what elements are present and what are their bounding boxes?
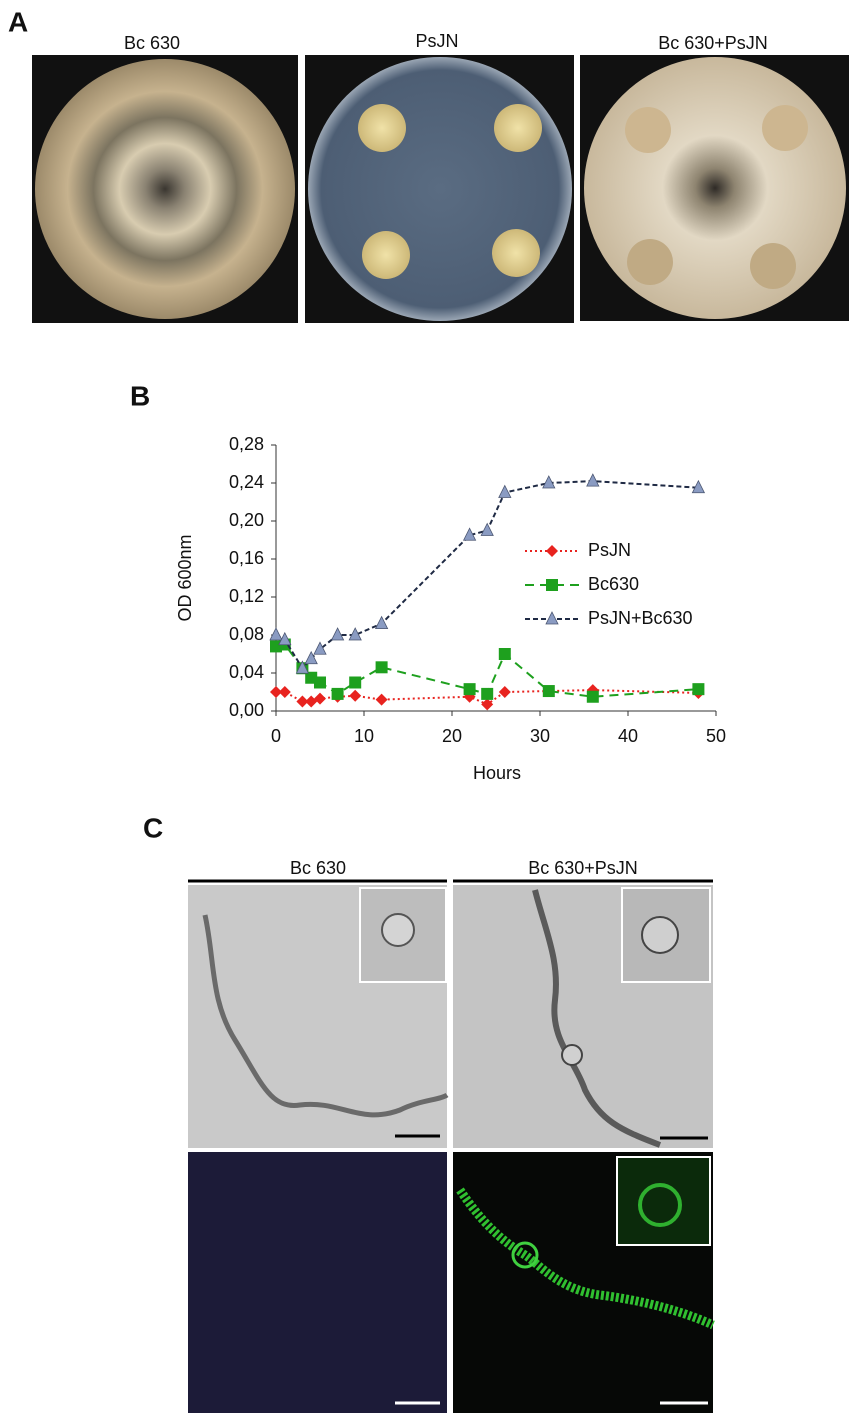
photo [32, 55, 298, 323]
marker [330, 627, 345, 641]
panel-label: A [8, 6, 28, 37]
x-tick-label: 30 [530, 726, 550, 746]
y-axis-label: OD 600nm [175, 534, 195, 621]
marker [498, 686, 511, 698]
photo [305, 55, 574, 323]
series-line [275, 643, 699, 698]
column-label: Bc 630+PsJN [528, 858, 638, 878]
legend-marker [546, 545, 558, 557]
legend-label: PsJN [588, 540, 631, 560]
legend-label: PsJN+Bc630 [588, 608, 693, 628]
marker [586, 690, 599, 703]
marker [692, 683, 705, 696]
marker [348, 627, 362, 641]
marker [270, 686, 282, 698]
x-tick-label: 0 [271, 726, 281, 746]
y-tick-label: 0,28 [229, 434, 264, 454]
image-label: Bc 630 [124, 33, 180, 53]
micrograph [453, 885, 713, 1148]
image-label: PsJN [415, 31, 458, 51]
y-tick-label: 0,08 [229, 624, 264, 644]
marker [295, 660, 310, 674]
marker [304, 650, 318, 665]
marker [481, 687, 494, 700]
y-tick-label: 0,12 [229, 586, 264, 606]
marker [375, 661, 388, 674]
marker [542, 685, 555, 698]
marker [269, 627, 283, 641]
marker [278, 686, 291, 698]
x-tick-label: 20 [442, 726, 462, 746]
y-tick-label: 0,24 [229, 472, 264, 492]
column-label: Bc 630 [290, 858, 346, 878]
photo [580, 55, 849, 321]
marker [374, 615, 389, 629]
x-tick-label: 10 [354, 726, 374, 746]
panel-label: C [143, 812, 163, 843]
marker [314, 676, 326, 689]
marker [586, 473, 600, 487]
marker [480, 522, 494, 536]
legend-label: Bc630 [588, 574, 639, 594]
marker [278, 631, 292, 646]
x-tick-label: 50 [706, 726, 726, 746]
marker [462, 527, 477, 541]
marker [349, 676, 362, 689]
marker [313, 641, 327, 655]
marker [463, 683, 476, 696]
x-axis-label: Hours [473, 763, 521, 783]
y-tick-label: 0,20 [229, 510, 264, 530]
micrograph [188, 885, 449, 1148]
marker [498, 484, 512, 498]
legend-marker [546, 579, 558, 591]
image-label: Bc 630+PsJN [658, 33, 768, 53]
y-tick-label: 0,00 [229, 700, 264, 720]
y-tick-label: 0,04 [229, 662, 264, 682]
micrograph [188, 1152, 447, 1413]
y-tick-label: 0,16 [229, 548, 264, 568]
series-line [275, 480, 699, 670]
legend-marker [545, 611, 559, 625]
marker [542, 475, 556, 489]
marker [349, 689, 362, 702]
panel-label: B [130, 380, 150, 411]
marker [314, 692, 326, 705]
marker [498, 648, 511, 660]
marker [331, 687, 344, 700]
marker [481, 698, 494, 711]
marker [296, 695, 309, 708]
x-tick-label: 40 [618, 726, 638, 746]
micrograph [453, 1152, 715, 1413]
marker [691, 479, 706, 494]
marker [375, 693, 388, 706]
